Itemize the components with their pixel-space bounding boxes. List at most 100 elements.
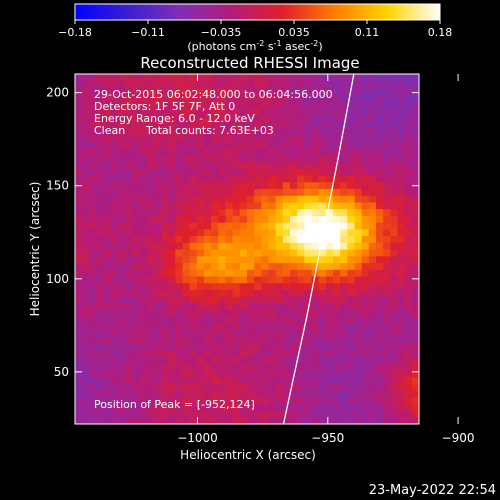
heatmap-cell: [354, 174, 363, 183]
heatmap-cell: [96, 316, 105, 324]
heatmap-cell: [110, 161, 119, 169]
heatmap-cell: [175, 255, 184, 264]
heatmap-cell: [168, 80, 176, 89]
heatmap-cell: [304, 343, 313, 351]
heatmap-cell: [232, 390, 241, 398]
heatmap-cell: [368, 87, 377, 95]
heatmap-cell: [232, 74, 241, 82]
heatmap-cell: [383, 403, 391, 412]
heatmap-cell: [75, 148, 83, 156]
heatmap-cell: [125, 255, 133, 264]
heatmap-cell: [318, 80, 327, 89]
heatmap-cell: [261, 188, 270, 196]
heatmap-cell: [125, 289, 133, 297]
heatmap-cell: [146, 397, 155, 405]
heatmap-cell: [304, 201, 313, 210]
heatmap-cell: [175, 87, 184, 95]
heatmap-cell: [304, 228, 313, 237]
heatmap-cell: [182, 323, 191, 331]
heatmap-cell: [304, 148, 313, 156]
heatmap-cell: [75, 141, 83, 149]
heatmap-cell: [282, 148, 291, 156]
heatmap-cell: [376, 141, 384, 149]
heatmap-cell: [204, 296, 212, 304]
heatmap-cell: [318, 397, 327, 405]
heatmap-cell: [204, 94, 212, 102]
heatmap-cell: [182, 390, 191, 398]
heatmap-cell: [297, 235, 305, 243]
heatmap-cell: [110, 121, 119, 129]
heatmap-cell: [211, 168, 219, 176]
heatmap-cell: [75, 329, 83, 338]
heatmap-cell: [261, 329, 270, 338]
heatmap-cell: [125, 228, 133, 237]
heatmap-cell: [340, 282, 348, 290]
heatmap-cell: [304, 87, 313, 95]
heatmap-cell: [118, 242, 126, 250]
heatmap-cell: [118, 87, 126, 95]
heatmap-cell: [397, 235, 406, 243]
heatmap-cell: [239, 121, 248, 129]
heatmap-cell: [153, 74, 162, 82]
heatmap-cell: [368, 343, 377, 351]
heatmap-cell: [376, 390, 384, 398]
heatmap-cell: [196, 228, 205, 237]
heatmap-cell: [139, 87, 148, 95]
heatmap-cell: [325, 228, 334, 237]
heatmap-cell: [218, 215, 227, 223]
heatmap-cell: [239, 390, 248, 398]
heatmap-cell: [153, 127, 162, 136]
heatmap-cell: [275, 127, 284, 136]
heatmap-cell: [103, 134, 112, 142]
heatmap-cell: [261, 417, 270, 424]
heatmap-cell: [232, 356, 241, 365]
heatmap-cell: [161, 121, 169, 129]
heatmap-cell: [175, 329, 184, 338]
heatmap-cell: [118, 269, 126, 277]
colorbar-tick-label: 0.18: [428, 26, 453, 39]
heatmap-cell: [89, 100, 98, 109]
heatmap-cell: [218, 309, 227, 317]
heatmap-cell: [232, 148, 241, 156]
heatmap-cell: [304, 107, 313, 115]
heatmap-cell: [182, 262, 191, 270]
heatmap-cell: [411, 410, 419, 418]
heatmap-cell: [146, 316, 155, 324]
heatmap-cell: [304, 329, 313, 338]
heatmap-cell: [225, 370, 234, 378]
heatmap-cell: [103, 208, 112, 216]
heatmap-cell: [239, 161, 248, 169]
heatmap-cell: [132, 323, 141, 331]
heatmap-cell: [361, 302, 370, 311]
heatmap-cell: [376, 181, 384, 190]
heatmap-cell: [311, 195, 320, 203]
heatmap-cell: [347, 121, 356, 129]
heatmap-cell: [146, 174, 155, 183]
heatmap-cell: [290, 376, 298, 385]
heatmap-cell: [196, 390, 205, 398]
heatmap-cell: [218, 397, 227, 405]
heatmap-cell: [232, 242, 241, 250]
heatmap-cell: [333, 228, 341, 237]
heatmap-cell: [318, 94, 327, 102]
heatmap-cell: [146, 188, 155, 196]
heatmap-cell: [232, 141, 241, 149]
heatmap-cell: [318, 329, 327, 338]
heatmap-cell: [218, 74, 227, 82]
heatmap-cell: [275, 242, 284, 250]
heatmap-cell: [261, 410, 270, 418]
heatmap-cell: [397, 262, 406, 270]
heatmap-cell: [218, 168, 227, 176]
heatmap-cell: [175, 141, 184, 149]
heatmap-cell: [261, 309, 270, 317]
heatmap-cell: [368, 316, 377, 324]
heatmap-cell: [153, 336, 162, 344]
heatmap-cell: [239, 255, 248, 264]
heatmap-cell: [110, 208, 119, 216]
heatmap-cell: [275, 397, 284, 405]
heatmap-cell: [232, 275, 241, 284]
heatmap-cell: [297, 148, 305, 156]
heatmap-cell: [146, 201, 155, 210]
heatmap-cell: [254, 242, 262, 250]
heatmap-cell: [225, 141, 234, 149]
